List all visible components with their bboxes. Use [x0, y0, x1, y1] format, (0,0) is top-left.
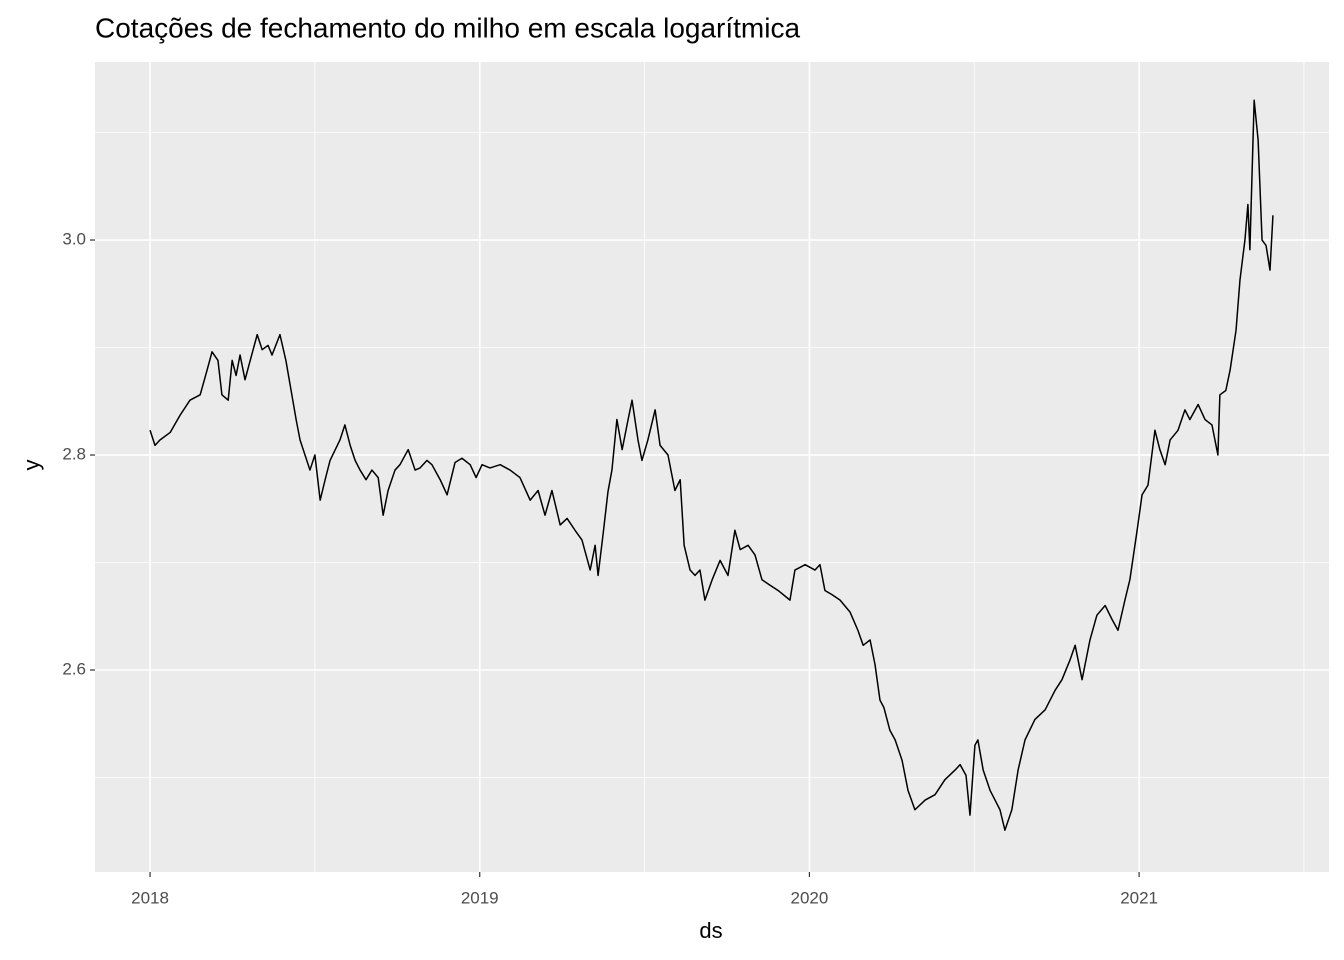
- x-tick-label: 2020: [791, 888, 829, 907]
- price-line: [149, 99, 1274, 831]
- y-tick-label: 2.6: [62, 659, 86, 678]
- x-axis-title: ds: [699, 918, 722, 943]
- x-tick-label: 2021: [1120, 888, 1158, 907]
- x-tick-label: 2018: [131, 888, 169, 907]
- chart-title: Cotações de fechamento do milho em escal…: [95, 12, 800, 43]
- y-tick-label: 3.0: [62, 230, 86, 249]
- y-axis-title: y: [19, 460, 44, 471]
- panel: [95, 62, 1329, 872]
- x-tick-label: 2019: [461, 888, 499, 907]
- y-tick-label: 2.8: [62, 444, 86, 463]
